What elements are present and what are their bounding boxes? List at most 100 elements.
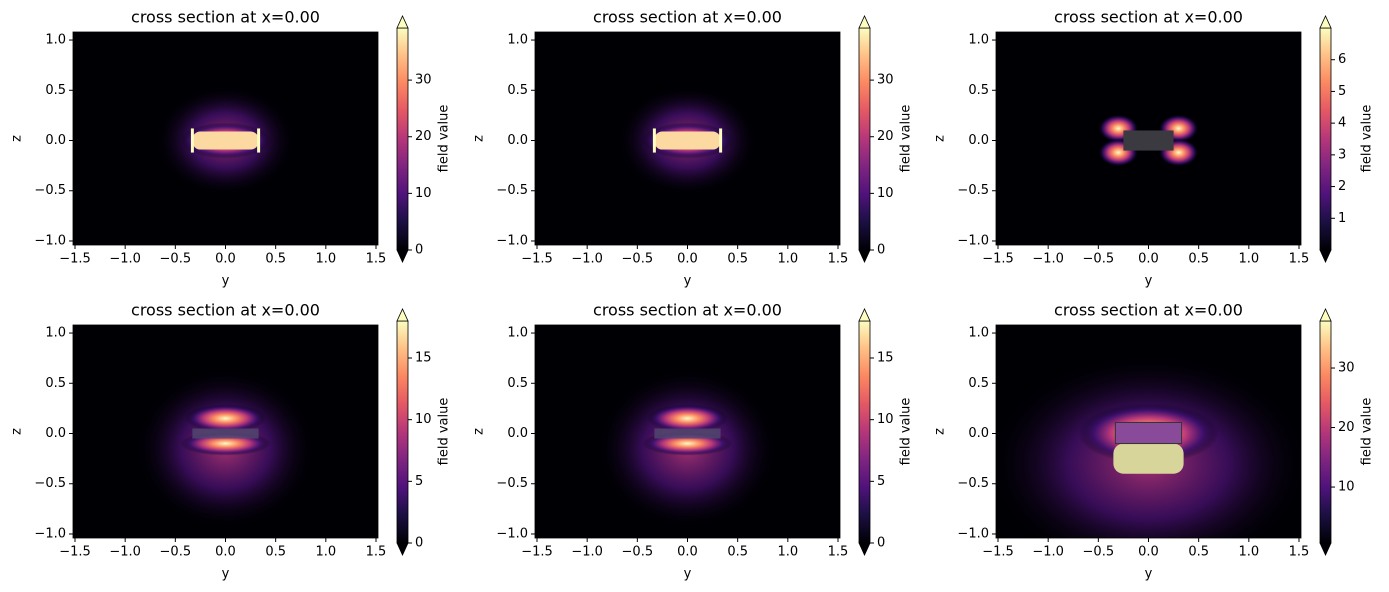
x-tick-label: 0.0 xyxy=(215,545,236,560)
colorbar xyxy=(858,320,871,544)
y-tick-label: 1.0 xyxy=(507,33,528,48)
colorbar-tick-label: 20 xyxy=(1338,420,1355,435)
colorbar-label: field value xyxy=(1360,398,1375,466)
x-tick-label: 0.5 xyxy=(727,545,748,560)
axes-title: cross section at x=0.00 xyxy=(1054,301,1243,320)
colorbar-tick-label: 20 xyxy=(877,129,894,144)
y-tick-label: 1.0 xyxy=(45,33,66,48)
colorbar-label: field value xyxy=(899,105,914,173)
x-tick-label: −1.5 xyxy=(59,545,91,560)
x-tick-label: −1.0 xyxy=(109,545,141,560)
axes-title: cross section at x=0.00 xyxy=(131,8,320,27)
colorbar-tick-label: 5 xyxy=(1338,84,1346,99)
colorbar-extend-max xyxy=(858,15,871,29)
colorbar-extend-min xyxy=(858,249,871,263)
colorbar-extend-max xyxy=(858,308,871,322)
x-tick-label: 1.5 xyxy=(366,545,387,560)
waveguide xyxy=(654,428,721,439)
colorbar xyxy=(1319,27,1332,251)
colorbar-tick-label: 4 xyxy=(1338,116,1346,131)
colorbar xyxy=(396,320,409,544)
x-tick-label: −0.5 xyxy=(1083,545,1115,560)
colorbar-extend-min xyxy=(396,249,409,263)
colorbar xyxy=(1319,320,1332,544)
colorbar xyxy=(858,27,871,251)
colorbar-extend-min xyxy=(858,542,871,556)
colorbar-tick-label: 15 xyxy=(415,351,432,366)
colorbar-tick-label: 2 xyxy=(1338,179,1346,194)
colorbar-tick-label: 3 xyxy=(1338,147,1346,162)
x-tick-label: 1.5 xyxy=(1289,545,1310,560)
x-axis-label: y xyxy=(222,274,230,289)
x-tick-label: −1.5 xyxy=(982,545,1014,560)
field-core xyxy=(192,131,259,150)
x-tick-label: −1.5 xyxy=(59,252,91,267)
colorbar-tick-label: 0 xyxy=(877,536,885,551)
colorbar-tick-label: 5 xyxy=(415,474,423,489)
colorbar-tick-label: 10 xyxy=(415,412,432,427)
colorbar-tick-label: 0 xyxy=(415,536,423,551)
x-tick-label: 1.5 xyxy=(828,252,849,267)
colorbar-label: field value xyxy=(437,105,452,173)
colorbar-extend-max xyxy=(1319,308,1332,322)
y-tick-label: 1.0 xyxy=(45,326,66,341)
x-tick-label: 0.5 xyxy=(1188,252,1209,267)
y-tick-label: 0.0 xyxy=(968,426,989,441)
field-core xyxy=(654,131,721,150)
colorbar-tick-label: 10 xyxy=(877,412,894,427)
colorbar-extend-min xyxy=(1319,249,1332,263)
x-tick-label: 1.0 xyxy=(777,252,798,267)
colorbar-tick-label: 15 xyxy=(877,351,894,366)
x-tick-label: −1.0 xyxy=(571,252,603,267)
x-axis-label: y xyxy=(1145,567,1153,582)
waveguide xyxy=(192,428,259,439)
colorbar-extend-min xyxy=(1319,542,1332,556)
colorbar-tick-label: 20 xyxy=(415,129,432,144)
x-tick-label: 1.0 xyxy=(315,545,336,560)
field-core xyxy=(1113,443,1184,474)
y-tick-label: −0.5 xyxy=(34,476,66,491)
colorbar-label: field value xyxy=(437,398,452,466)
waveguide xyxy=(1114,421,1183,445)
plot-area xyxy=(535,32,840,245)
y-axis-label: z xyxy=(10,428,25,435)
colorbar-tick-label: 6 xyxy=(1338,52,1346,67)
x-tick-label: 1.0 xyxy=(1238,252,1259,267)
colorbar-extend-max xyxy=(396,15,409,29)
x-tick-label: 0.0 xyxy=(1138,545,1159,560)
colorbar-tick-label: 30 xyxy=(415,73,432,88)
x-tick-label: −1.0 xyxy=(1032,252,1064,267)
x-tick-label: 0.0 xyxy=(677,545,698,560)
x-tick-label: −1.5 xyxy=(982,252,1014,267)
y-axis-label: z xyxy=(10,135,25,142)
y-tick-label: −0.5 xyxy=(496,476,528,491)
x-tick-label: −0.5 xyxy=(1083,252,1115,267)
x-axis-label: y xyxy=(684,274,692,289)
colorbar-label: field value xyxy=(1360,105,1375,173)
y-tick-label: −0.5 xyxy=(957,183,989,198)
y-axis-label: z xyxy=(472,135,487,142)
colorbar-tick-label: 30 xyxy=(1338,361,1355,376)
y-tick-label: −0.5 xyxy=(34,183,66,198)
y-axis-label: z xyxy=(933,135,948,142)
y-tick-label: 0.5 xyxy=(507,83,528,98)
field-glow xyxy=(185,404,266,433)
x-tick-label: −1.0 xyxy=(1032,545,1064,560)
x-axis-label: y xyxy=(222,567,230,582)
x-tick-label: −0.5 xyxy=(160,545,192,560)
y-tick-label: −1.0 xyxy=(34,526,66,541)
x-tick-label: 0.0 xyxy=(215,252,236,267)
plot-area xyxy=(73,325,378,538)
colorbar-extend-max xyxy=(396,308,409,322)
plot-area xyxy=(996,32,1301,245)
x-axis-label: y xyxy=(1145,274,1153,289)
x-tick-label: 0.5 xyxy=(1188,545,1209,560)
field-edge xyxy=(190,128,194,153)
colorbar-tick-label: 0 xyxy=(415,243,423,258)
y-tick-label: 1.0 xyxy=(507,326,528,341)
axes-title: cross section at x=0.00 xyxy=(593,8,782,27)
y-tick-label: −1.0 xyxy=(496,526,528,541)
waveguide xyxy=(1123,130,1174,151)
colorbar-tick-label: 30 xyxy=(877,73,894,88)
y-tick-label: −1.0 xyxy=(957,526,989,541)
